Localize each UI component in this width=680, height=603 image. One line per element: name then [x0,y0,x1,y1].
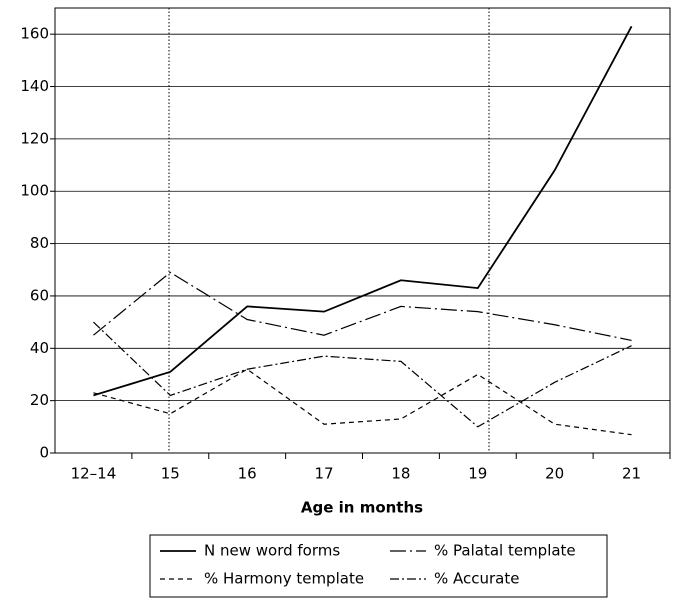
y-tick-label: 120 [20,129,49,147]
x-tick-label: 20 [545,465,564,483]
x-tick-label: 19 [468,465,487,483]
legend-label: % Harmony template [204,570,364,588]
legend-label: % Accurate [434,570,520,588]
series-line [93,271,632,342]
x-tick-label: 21 [622,465,641,483]
legend-label: % Palatal template [434,542,576,560]
series-line [93,368,632,436]
legend [149,534,608,598]
y-tick-label: 20 [30,391,49,409]
x-tick-label: 12–14 [71,465,117,483]
x-tick-label: 18 [391,465,410,483]
legend-label: N new word forms [204,542,340,560]
y-tick-label: 40 [30,339,49,357]
plot-frame [54,7,671,454]
x-tick-label: 15 [161,465,180,483]
y-tick-label: 0 [39,444,49,462]
y-tick-label: 60 [30,286,49,304]
y-tick-label: 140 [20,77,49,95]
y-tick-label: 160 [20,25,49,43]
x-tick-label: 17 [315,465,334,483]
y-tick-label: 80 [30,234,49,252]
series-line [93,25,633,397]
y-tick-label: 100 [20,182,49,200]
series-line [93,321,632,428]
x-tick-label: 16 [238,465,257,483]
x-axis-label: Age in months [301,499,423,517]
